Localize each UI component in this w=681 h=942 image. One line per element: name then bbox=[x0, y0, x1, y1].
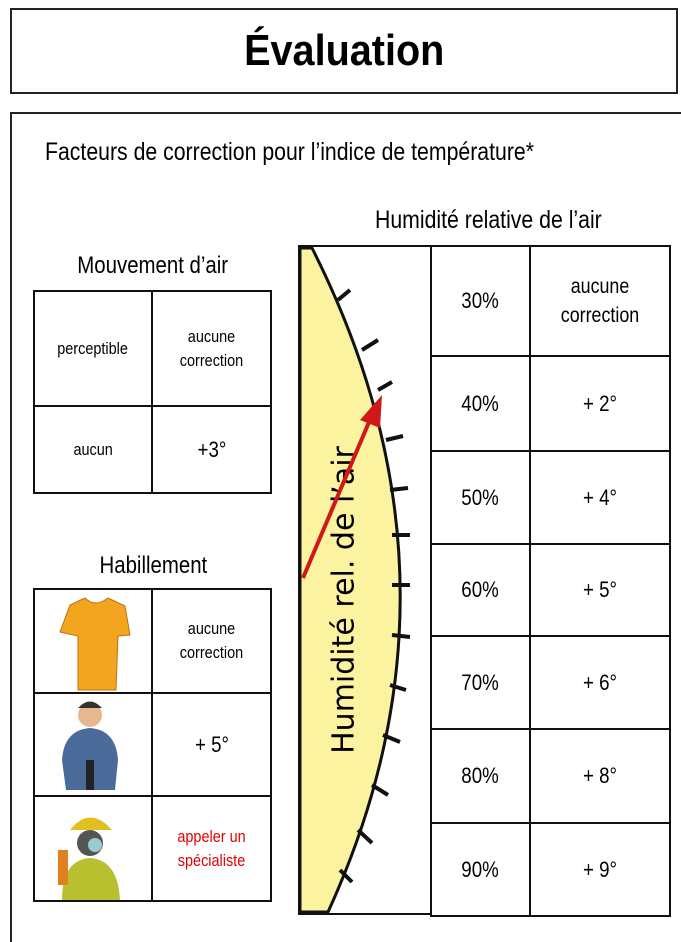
cell-text: aucune correction bbox=[162, 325, 261, 373]
title: Évaluation bbox=[244, 26, 444, 76]
table-cell: + 9° bbox=[529, 822, 671, 917]
cell-text: 60% bbox=[462, 577, 499, 603]
table-cell: 90% bbox=[430, 822, 531, 917]
table-cell: 50% bbox=[430, 450, 531, 545]
humidity-title: Humidité relative de l’air bbox=[375, 206, 602, 235]
cell-text: + 5° bbox=[583, 577, 617, 603]
table-cell: + 2° bbox=[529, 355, 671, 452]
table-cell bbox=[33, 795, 153, 902]
cell-text: + 4° bbox=[583, 485, 617, 511]
cell-text: 30% bbox=[462, 288, 499, 314]
subtitle: Facteurs de correction pour l’indice de … bbox=[45, 138, 534, 167]
table-cell: aucune correction bbox=[529, 245, 671, 357]
cell-text: 70% bbox=[462, 670, 499, 696]
cell-text: perceptible bbox=[58, 337, 129, 361]
cell-text: + 2° bbox=[583, 391, 617, 417]
table-cell: aucun bbox=[33, 405, 153, 494]
cell-text: aucun bbox=[73, 438, 112, 462]
table-cell: + 6° bbox=[529, 635, 671, 730]
cell-text: 50% bbox=[462, 485, 499, 511]
table-cell: 40% bbox=[430, 355, 531, 452]
table-cell: 70% bbox=[430, 635, 531, 730]
table-cell: + 8° bbox=[529, 728, 671, 824]
cell-text: + 8° bbox=[583, 763, 617, 789]
cell-text: 90% bbox=[462, 857, 499, 883]
table-cell bbox=[33, 588, 153, 694]
table-cell: 80% bbox=[430, 728, 531, 824]
table-cell: + 5° bbox=[529, 543, 671, 637]
cell-text: 80% bbox=[462, 763, 499, 789]
table-cell: aucune correction bbox=[151, 290, 272, 407]
table-cell: + 4° bbox=[529, 450, 671, 545]
air-title: Mouvement d’air bbox=[33, 252, 273, 280]
table-cell: aucune correction bbox=[151, 588, 272, 694]
cell-text: aucune correction bbox=[541, 272, 658, 331]
table-cell: perceptible bbox=[33, 290, 153, 407]
cell-text: + 6° bbox=[583, 670, 617, 696]
clothing-title-text: Habillement bbox=[99, 552, 207, 580]
cell-text: aucune correction bbox=[162, 617, 261, 665]
cell-text: + 9° bbox=[583, 857, 617, 883]
table-cell: 60% bbox=[430, 543, 531, 637]
air-title-text: Mouvement d’air bbox=[78, 252, 229, 280]
table-cell: 30% bbox=[430, 245, 531, 357]
table-cell: appeler un spécialiste bbox=[151, 795, 272, 902]
table-cell: + 5° bbox=[151, 692, 272, 797]
table-cell bbox=[33, 692, 153, 797]
cell-text: + 5° bbox=[195, 732, 229, 758]
cell-text: +3° bbox=[197, 437, 226, 463]
clothing-title: Habillement bbox=[33, 552, 273, 580]
cell-text: 40% bbox=[462, 391, 499, 417]
page: Évaluation Facteurs de correction pour l… bbox=[0, 0, 681, 932]
title-box: Évaluation bbox=[10, 8, 678, 94]
table-cell: +3° bbox=[151, 405, 272, 494]
cell-text: appeler un spécialiste bbox=[162, 825, 261, 873]
